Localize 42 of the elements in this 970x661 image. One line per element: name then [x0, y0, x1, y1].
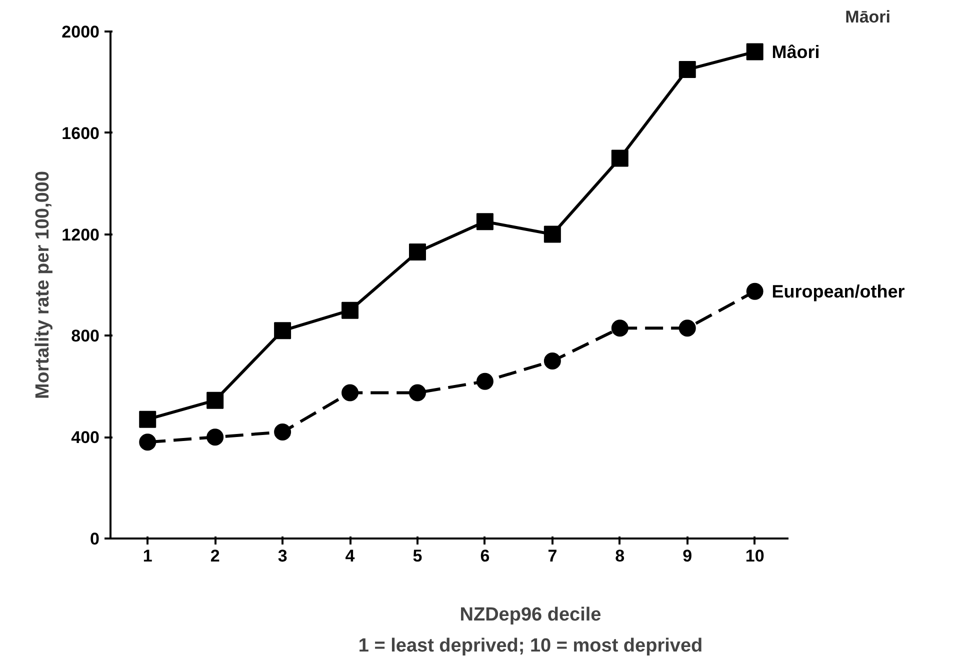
series-label: Mâori [772, 42, 820, 62]
point [476, 372, 494, 390]
point [206, 428, 224, 446]
point [139, 410, 156, 428]
y-tick-label: 400 [71, 428, 100, 448]
point [342, 384, 359, 402]
point [611, 320, 628, 337]
y-axis-title: Mortality rate per 100,000 [32, 170, 54, 400]
x-tick-label: 5 [412, 546, 422, 566]
point [678, 320, 696, 337]
x-tick-label: 10 [745, 546, 764, 566]
x-tick-label: 2 [210, 546, 220, 566]
x-tick-label: 8 [615, 546, 625, 566]
point [274, 322, 292, 340]
text: 1 = least deprived; 10 = most deprived [358, 636, 703, 656]
point [544, 226, 561, 243]
point [746, 282, 764, 300]
x-tick-label: 4 [345, 546, 356, 566]
text: Māori [845, 8, 891, 26]
x-axis-title: NZDep96 decile [460, 604, 602, 626]
y-tick-label: 1200 [62, 225, 100, 244]
point [274, 424, 292, 441]
x-tick-label: 7 [548, 546, 558, 566]
point [476, 213, 494, 230]
point [408, 244, 426, 261]
series-label: European/other [772, 281, 905, 302]
x-tick-label: 9 [682, 546, 692, 566]
point [342, 302, 359, 319]
x-tick-label: 6 [480, 546, 490, 566]
point [408, 384, 426, 402]
y-tick-label: 2000 [62, 22, 100, 42]
point [611, 150, 628, 167]
point [139, 434, 156, 451]
point [544, 352, 561, 370]
y-tick-label: 800 [71, 326, 100, 346]
point [746, 43, 764, 60]
y-tick-label: 0 [90, 530, 100, 548]
x-tick-label: 1 [142, 546, 152, 566]
point [678, 61, 696, 78]
x-tick-label: 3 [278, 546, 288, 566]
y-tick-label: 1600 [62, 124, 100, 143]
point [206, 392, 224, 409]
